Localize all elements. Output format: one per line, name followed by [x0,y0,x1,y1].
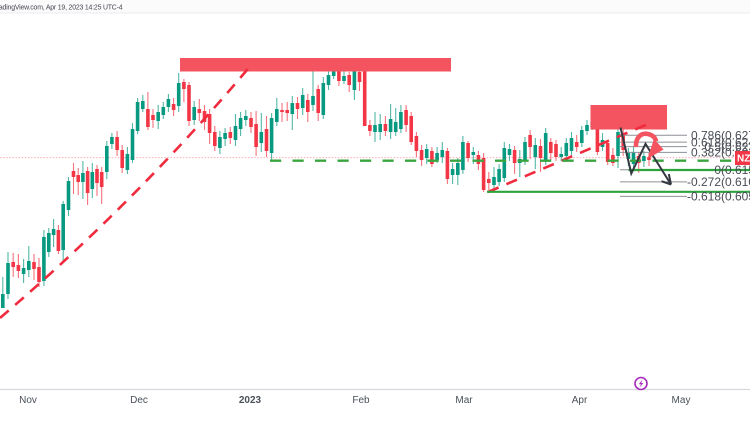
svg-text:(0.6051): (0.6051) [721,190,750,204]
svg-text:-0.272: -0.272 [687,175,721,189]
svg-text:(0.6150): (0.6150) [721,163,750,177]
svg-text:Dec: Dec [130,395,148,406]
svg-text:Apr: Apr [572,395,588,406]
svg-text:Mar: Mar [455,395,473,406]
svg-text:NZ: NZ [737,154,750,165]
svg-text:0.786: 0.786 [691,128,721,142]
svg-text:0.618: 0.618 [691,135,721,149]
svg-text:0: 0 [714,163,721,177]
svg-text:0.382: 0.382 [691,146,721,160]
svg-text:0.5: 0.5 [704,140,721,154]
svg-text:TradingView.com, Apr 19, 2023: TradingView.com, Apr 19, 2023 14:25 UTC-… [0,5,123,12]
svg-text:Feb: Feb [352,395,370,406]
svg-text:-0.618: -0.618 [687,190,721,204]
svg-text:May: May [672,395,691,406]
svg-text:(0.6249): (0.6249) [721,135,750,149]
svg-text:2023: 2023 [239,395,262,406]
svg-text:(0.6106): (0.6106) [721,175,750,189]
svg-text:(0.6230): (0.6230) [721,140,750,154]
svg-text:(0.6276): (0.6276) [721,128,750,142]
svg-text:Nov: Nov [19,395,37,406]
